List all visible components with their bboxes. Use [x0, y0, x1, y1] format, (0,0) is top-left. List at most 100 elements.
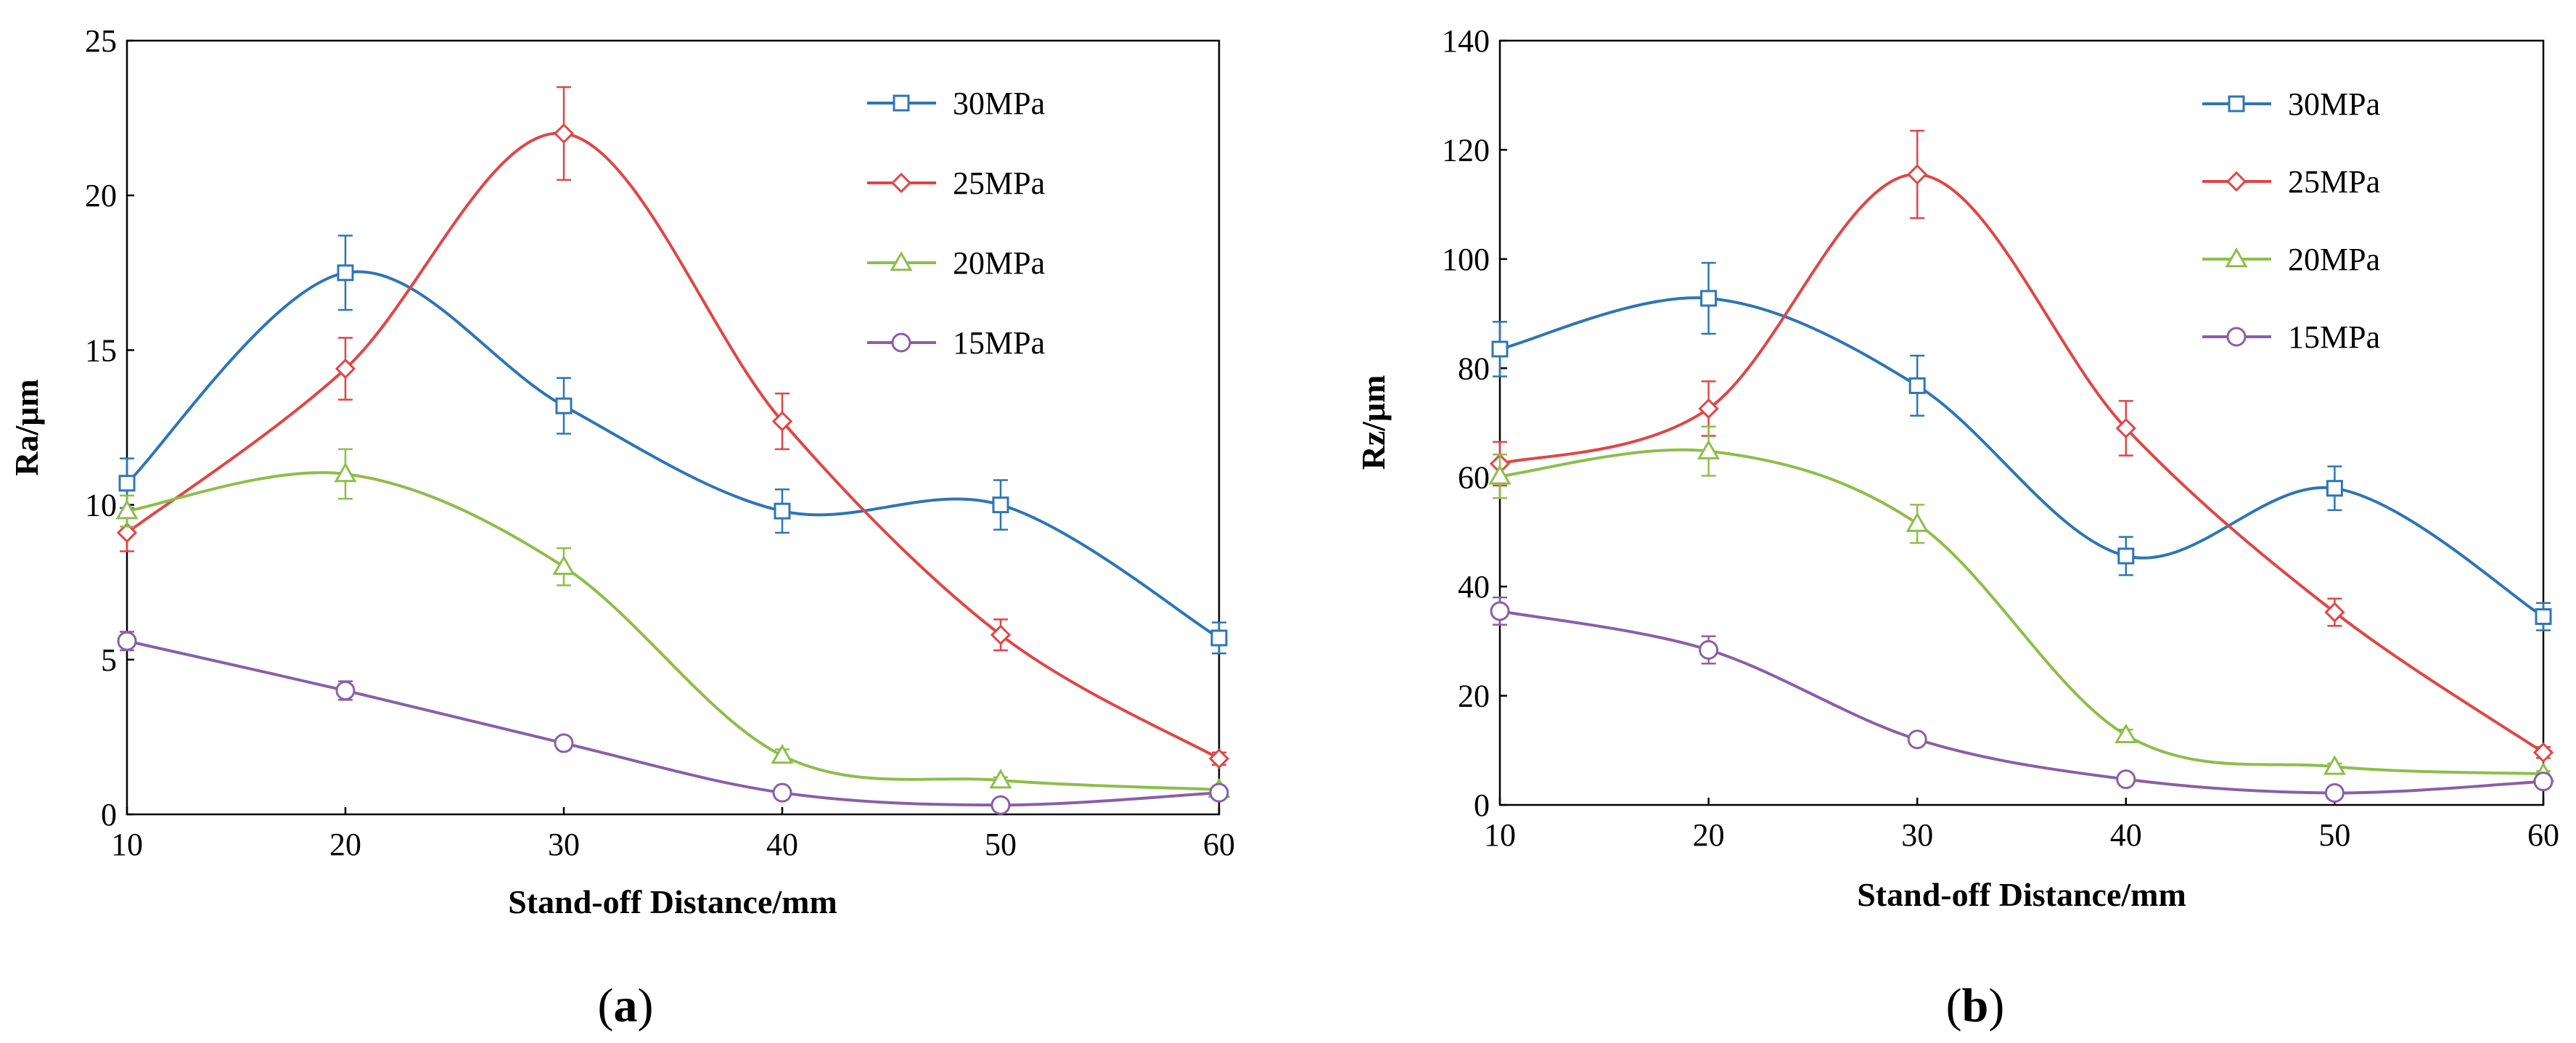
chart-panel-b: 0 20 40 60 80 100 120 140 10 20 30 40 50 60 30MPa 25MP… — [1355, 23, 2559, 1032]
y-axis-title: Ra/μm — [8, 379, 45, 475]
data-point — [2324, 782, 2345, 803]
legend-item-15mpa: 15MPa — [867, 325, 1045, 361]
series-20mpa — [1488, 425, 2555, 782]
legend-label: 30MPa — [953, 86, 1045, 121]
legend-item-20mpa: 20MPa — [2202, 242, 2380, 277]
series-line — [1499, 610, 2544, 795]
legend-label: 25MPa — [2288, 164, 2380, 200]
data-point — [118, 475, 136, 492]
y-tick-label: 20 — [1458, 679, 1490, 714]
data-point — [1906, 512, 1929, 532]
x-tick-label: 20 — [329, 827, 361, 862]
series-30mpa — [118, 234, 1228, 655]
data-point — [1907, 729, 1927, 750]
data-point — [1697, 439, 1720, 459]
legend-item-20mpa: 20MPa — [867, 245, 1045, 281]
panel-label-letter: a — [614, 979, 638, 1032]
data-point — [1488, 465, 1511, 485]
legend-marker — [891, 332, 911, 353]
data-point — [1209, 782, 1229, 803]
data-point — [990, 795, 1011, 815]
chart-marks: 0 5 10 15 20 25 10 20 30 40 50 60 — [85, 23, 1235, 862]
data-point — [992, 496, 1009, 514]
y-tick-label: 15 — [85, 332, 117, 368]
series-25mpa — [116, 86, 1230, 769]
legend-marker — [2228, 95, 2245, 113]
data-point — [1490, 601, 1510, 621]
data-point — [117, 631, 137, 651]
plot-border — [1498, 39, 2545, 806]
data-point — [2323, 755, 2346, 775]
legend-item-25mpa: 25MPa — [867, 165, 1045, 201]
series-25mpa — [1489, 129, 2554, 763]
data-point — [1907, 164, 1928, 185]
legend-marker — [890, 250, 913, 271]
legend-marker — [2226, 327, 2247, 347]
x-tick-label: 10 — [1484, 817, 1516, 853]
x-tick-label: 10 — [111, 827, 143, 862]
data-point — [1700, 290, 1718, 307]
series-line — [1499, 296, 2545, 618]
data-point — [553, 123, 575, 144]
panel-label-letter: b — [1962, 979, 1989, 1032]
legend-marker — [893, 94, 910, 112]
plot-border — [126, 39, 1221, 816]
legend-item-25mpa: 25MPa — [2202, 164, 2380, 200]
y-tick-label: 25 — [85, 23, 117, 59]
legend-label: 30MPa — [2288, 86, 2380, 122]
data-point — [771, 743, 794, 764]
data-point — [2326, 480, 2343, 497]
y-tick-label: 120 — [1442, 132, 1490, 168]
data-point — [115, 499, 139, 520]
data-point — [1699, 639, 1719, 660]
data-point — [335, 680, 356, 700]
series-line — [1499, 173, 2545, 754]
series-line — [126, 270, 1221, 639]
data-point — [337, 264, 354, 282]
data-point — [1210, 629, 1228, 647]
data-point — [554, 733, 574, 753]
data-point — [1208, 748, 1230, 769]
y-tick-label: 0 — [1474, 788, 1490, 823]
data-point — [2117, 547, 2135, 565]
legend-marker — [2225, 247, 2248, 268]
legend-marker — [890, 172, 912, 194]
x-tick-label: 50 — [2318, 817, 2350, 853]
x-tick-label: 50 — [985, 827, 1017, 862]
data-point — [2114, 723, 2138, 743]
data-point — [555, 397, 573, 414]
x-tick-label: 60 — [1203, 827, 1235, 862]
x-tick-label: 20 — [1693, 817, 1725, 853]
series-15mpa — [1490, 596, 2554, 803]
panel-label: (b) — [1946, 979, 2005, 1032]
data-point — [771, 411, 793, 432]
data-point — [335, 358, 356, 380]
y-tick-label: 5 — [101, 642, 117, 678]
legend-label: 15MPa — [2288, 319, 2380, 355]
series-20mpa — [115, 448, 1231, 798]
data-point — [989, 769, 1012, 789]
legend-label: 20MPa — [953, 245, 1045, 281]
y-tick-label: 80 — [1458, 351, 1490, 386]
data-point — [1698, 398, 1719, 420]
legend: 30MPa 25MPa 20MPa 15MPa — [867, 86, 1045, 361]
y-tick-label: 140 — [1442, 23, 1490, 59]
legend-label: 20MPa — [2288, 242, 2380, 277]
data-point — [334, 462, 357, 483]
y-tick-label: 100 — [1442, 242, 1490, 277]
legend-label: 25MPa — [953, 165, 1045, 201]
data-point — [2532, 742, 2554, 763]
series-30mpa — [1491, 261, 2552, 631]
data-point — [2116, 769, 2136, 790]
y-tick-label: 0 — [101, 797, 117, 833]
data-point — [1491, 340, 1509, 358]
series-line — [1499, 448, 2544, 776]
chart-panel-a: 0 5 10 15 20 25 10 20 30 40 50 60 30MPa 25MPa 20MPa 15… — [8, 23, 1235, 1032]
legend-marker — [2226, 171, 2247, 192]
x-tick-label: 40 — [2110, 817, 2142, 853]
x-tick-label: 60 — [2527, 817, 2559, 853]
series-line — [126, 639, 1220, 807]
x-tick-label: 40 — [766, 827, 798, 862]
x-tick-label: 30 — [548, 827, 580, 862]
